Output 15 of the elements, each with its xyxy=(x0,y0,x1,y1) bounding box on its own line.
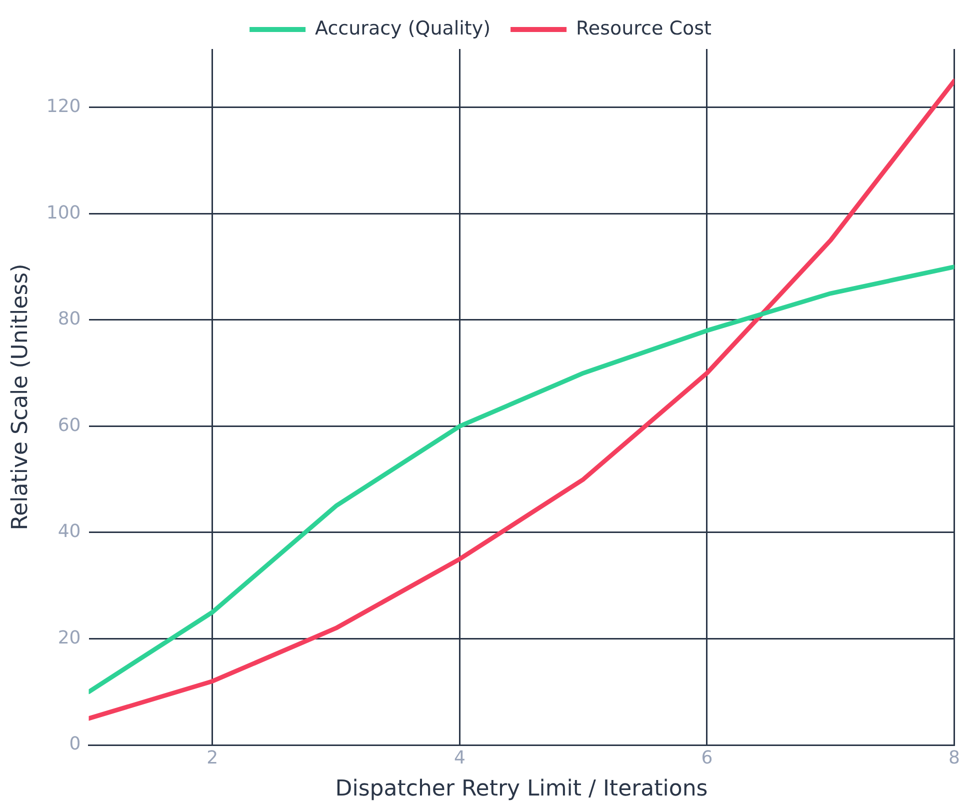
y-tick-label: 0 xyxy=(69,734,81,755)
x-tick-label: 8 xyxy=(948,747,960,768)
y-tick-label: 120 xyxy=(46,96,81,118)
x-tick-label: 2 xyxy=(206,747,218,768)
x-axis-title: Dispatcher Retry Limit / Iterations xyxy=(335,776,708,802)
legend-label: Accuracy (Quality) xyxy=(315,17,491,40)
y-axis-title: Relative Scale (Unitless) xyxy=(8,264,33,530)
x-tick-label: 6 xyxy=(701,747,713,768)
y-tick-label: 40 xyxy=(58,521,81,542)
x-tick-label: 4 xyxy=(454,747,466,768)
y-tick-label: 20 xyxy=(58,627,81,648)
y-tick-label: 80 xyxy=(58,308,81,330)
y-tick-label: 100 xyxy=(46,202,81,224)
y-tick-label: 60 xyxy=(58,414,81,436)
legend-label: Resource Cost xyxy=(576,17,712,40)
